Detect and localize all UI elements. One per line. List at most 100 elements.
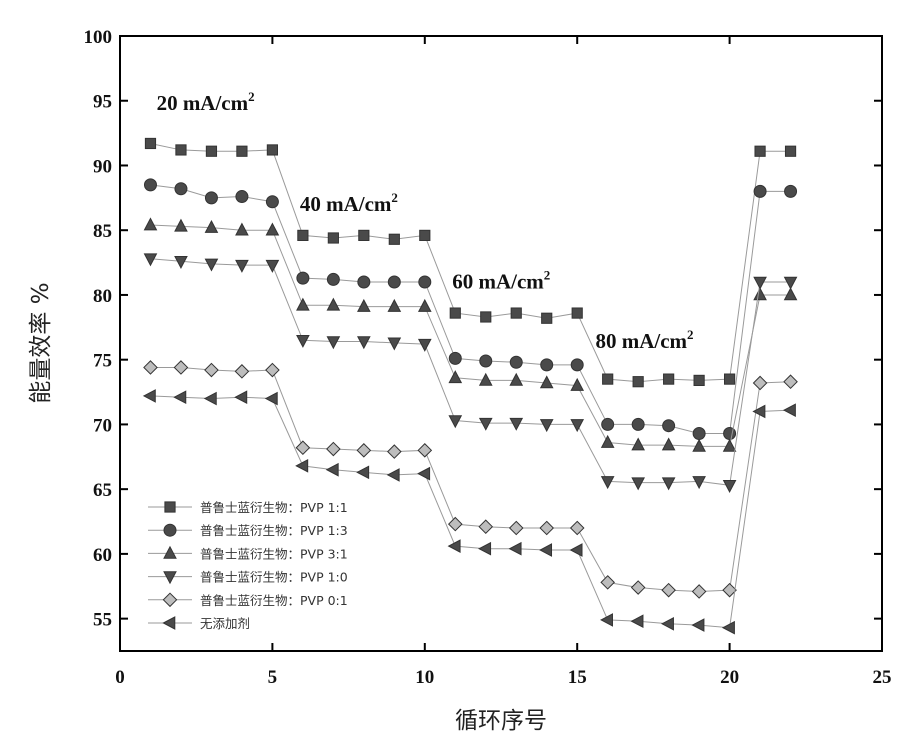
series-diamond bbox=[143, 360, 798, 599]
data-point bbox=[722, 582, 737, 598]
data-point bbox=[203, 391, 217, 406]
current-density-label: 20 mA/cm2 bbox=[157, 89, 255, 115]
data-point bbox=[691, 618, 705, 632]
data-point bbox=[356, 465, 370, 480]
data-point bbox=[539, 543, 553, 557]
data-point bbox=[630, 614, 644, 629]
legend-label: 普鲁士蓝衍生物：PVP 1:1 bbox=[200, 500, 348, 515]
data-point bbox=[235, 222, 249, 236]
series-square bbox=[144, 137, 797, 388]
series-triangle-down bbox=[143, 253, 798, 493]
data-point bbox=[356, 443, 372, 458]
data-point bbox=[297, 229, 309, 241]
data-point bbox=[358, 229, 370, 241]
data-point bbox=[600, 476, 615, 490]
series-line bbox=[150, 366, 791, 592]
y-tick-label: 65 bbox=[93, 480, 112, 501]
annotation-superscript: 2 bbox=[391, 190, 398, 205]
data-point bbox=[264, 391, 278, 406]
data-point bbox=[387, 298, 402, 312]
data-point bbox=[509, 372, 524, 386]
data-point bbox=[570, 358, 584, 372]
annotation-text: 60 mA/cm bbox=[452, 269, 544, 293]
data-point bbox=[478, 519, 494, 535]
data-point bbox=[388, 233, 400, 245]
data-point bbox=[326, 336, 341, 350]
data-point bbox=[570, 377, 585, 391]
data-point bbox=[326, 297, 341, 311]
data-point bbox=[478, 541, 492, 556]
data-point bbox=[357, 298, 371, 312]
data-point bbox=[539, 375, 554, 389]
legend-label: 普鲁士蓝衍生物：PVP 1:0 bbox=[200, 570, 348, 585]
series-line bbox=[150, 258, 791, 486]
data-point bbox=[570, 419, 585, 433]
data-point bbox=[753, 287, 767, 301]
data-point bbox=[724, 373, 736, 385]
legend-label: 无添加剂 bbox=[200, 616, 250, 631]
series-line bbox=[150, 224, 791, 447]
data-point bbox=[509, 355, 523, 369]
data-point bbox=[663, 373, 675, 385]
y-tick-label: 55 bbox=[93, 610, 112, 631]
legend-label: 普鲁士蓝衍生物：PVP 3:1 bbox=[200, 546, 348, 561]
data-point bbox=[541, 312, 553, 324]
data-point bbox=[754, 145, 766, 157]
data-point bbox=[782, 403, 796, 418]
data-point bbox=[417, 443, 433, 458]
legend-label: 普鲁士蓝衍生物：PVP 1:3 bbox=[200, 523, 348, 538]
data-point bbox=[600, 613, 613, 627]
data-point bbox=[448, 370, 463, 384]
data-point bbox=[295, 440, 311, 456]
data-point bbox=[722, 438, 737, 452]
data-point bbox=[721, 620, 735, 635]
data-point bbox=[204, 219, 219, 233]
y-tick-label: 85 bbox=[93, 221, 112, 242]
legend-marker bbox=[163, 545, 177, 559]
data-point bbox=[569, 543, 583, 557]
data-point bbox=[266, 144, 278, 156]
data-point bbox=[631, 437, 645, 451]
data-point bbox=[661, 437, 676, 451]
data-point bbox=[417, 298, 432, 312]
data-point bbox=[692, 438, 706, 452]
data-point bbox=[173, 390, 187, 405]
annotation-superscript: 2 bbox=[687, 327, 694, 342]
data-point bbox=[387, 444, 402, 459]
series-line bbox=[150, 184, 791, 434]
data-point bbox=[448, 415, 463, 429]
data-point bbox=[265, 195, 279, 209]
x-tick-label: 0 bbox=[115, 667, 125, 688]
data-point bbox=[631, 417, 645, 431]
data-point bbox=[265, 362, 280, 378]
data-point bbox=[235, 259, 249, 273]
x-axis-label: 循环序号 bbox=[455, 708, 547, 734]
data-point bbox=[753, 184, 767, 198]
data-point bbox=[417, 466, 431, 481]
data-point bbox=[692, 476, 706, 490]
data-point bbox=[143, 178, 157, 192]
data-point bbox=[174, 218, 188, 232]
data-point bbox=[204, 258, 219, 272]
data-point bbox=[387, 275, 401, 289]
data-point bbox=[327, 232, 339, 244]
data-point bbox=[722, 479, 737, 493]
data-point bbox=[508, 541, 522, 556]
y-tick-label: 100 bbox=[84, 27, 113, 48]
series-line bbox=[150, 142, 791, 383]
data-point bbox=[142, 389, 156, 403]
y-tick-label: 60 bbox=[93, 545, 112, 566]
data-point bbox=[295, 459, 309, 473]
legend-marker bbox=[162, 616, 176, 630]
data-point bbox=[448, 351, 462, 365]
annotation-text: 40 mA/cm bbox=[300, 192, 392, 216]
data-point bbox=[601, 417, 615, 431]
current-density-label: 60 mA/cm2 bbox=[452, 267, 550, 293]
data-point bbox=[234, 390, 248, 405]
annotation-superscript: 2 bbox=[248, 89, 255, 104]
data-point bbox=[143, 253, 158, 267]
legend-marker bbox=[164, 501, 176, 513]
data-point bbox=[539, 520, 555, 536]
